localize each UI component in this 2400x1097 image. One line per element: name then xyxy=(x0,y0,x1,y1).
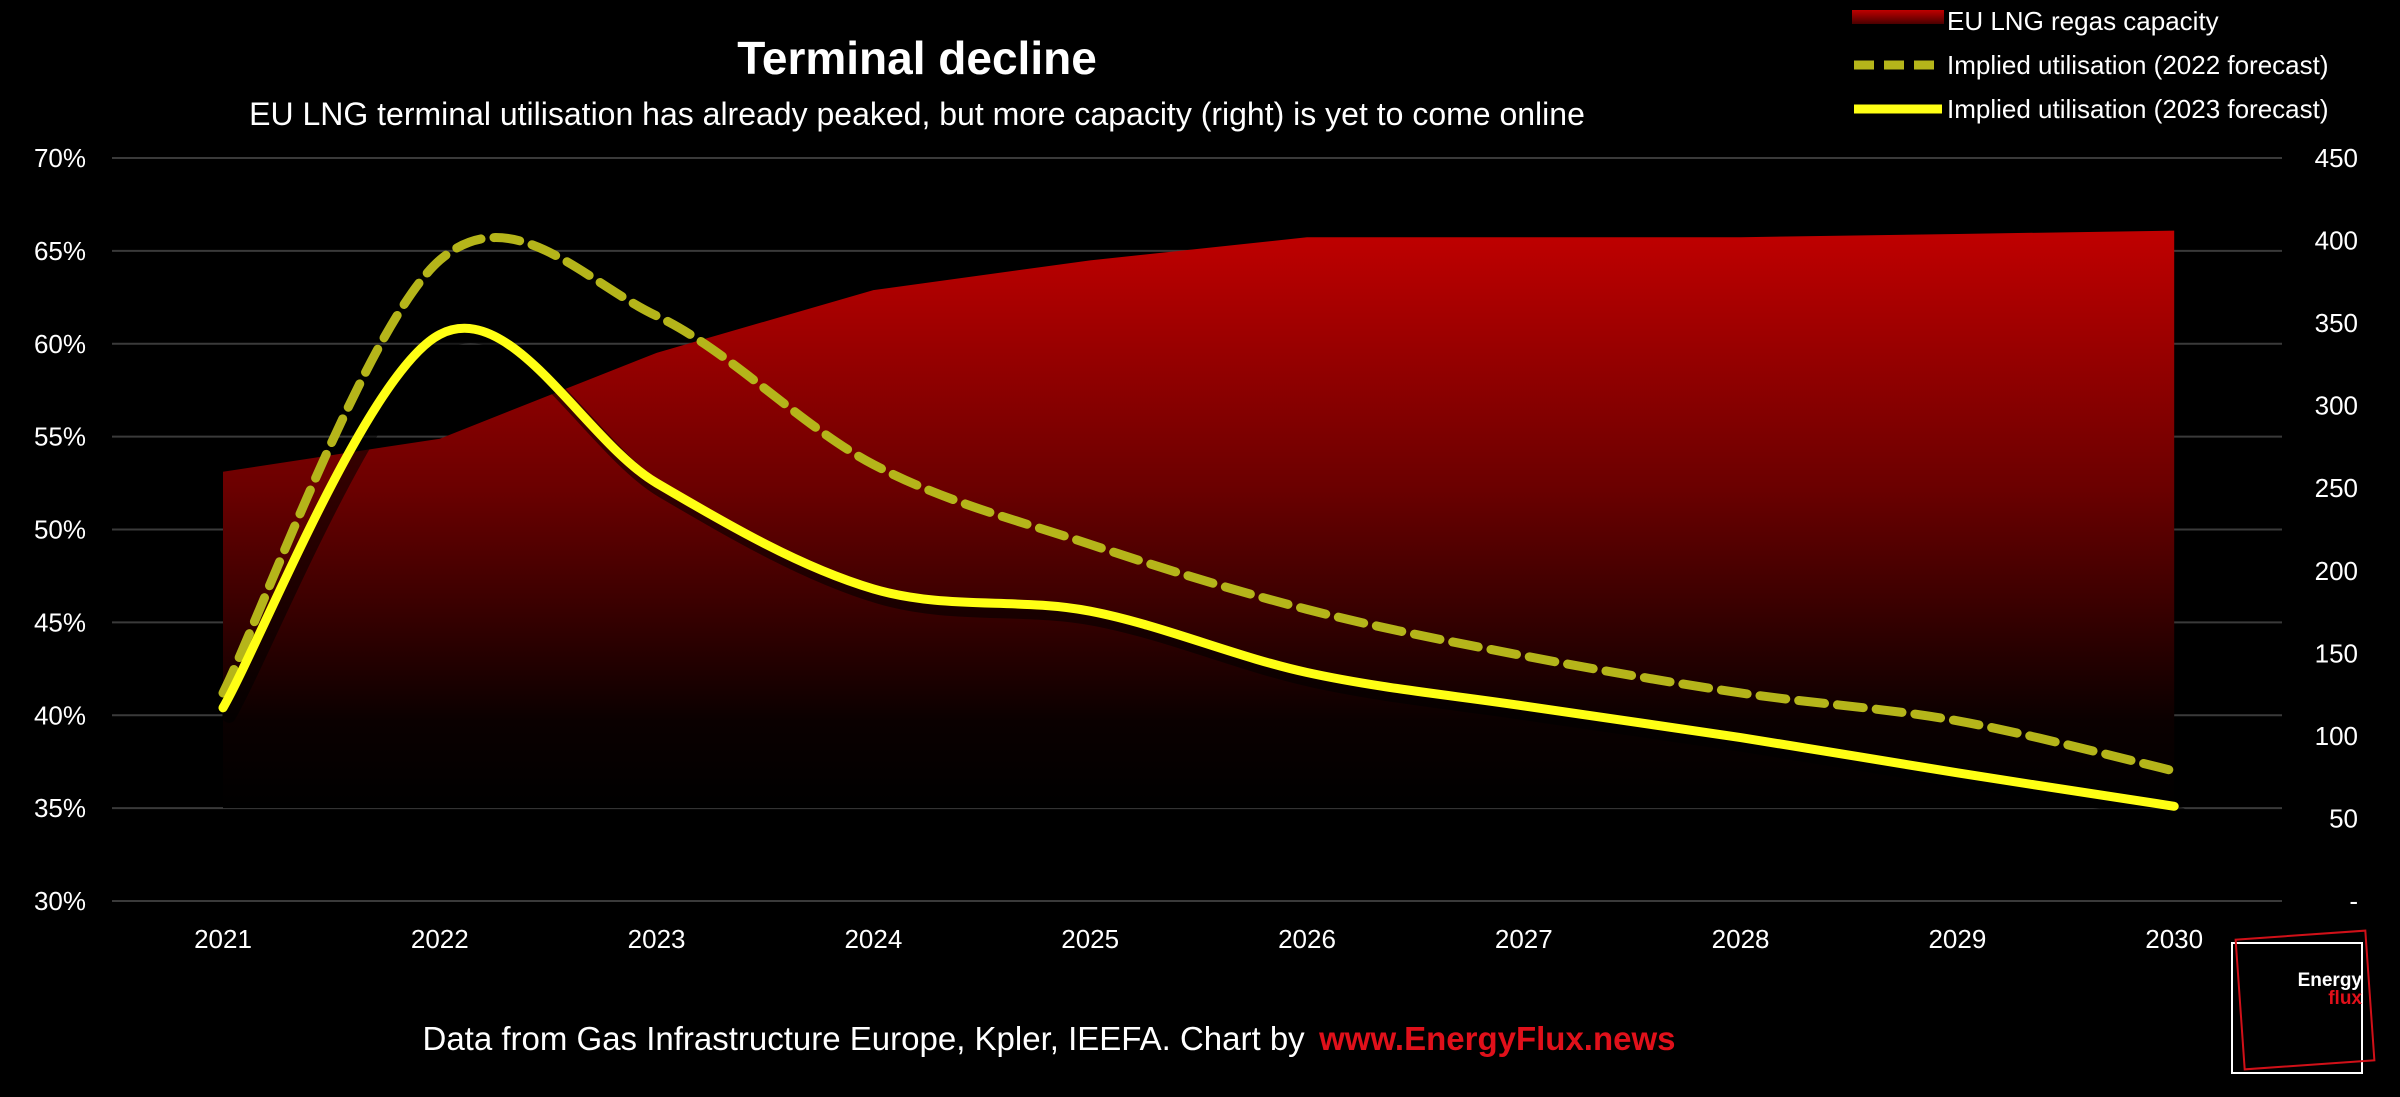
x-tick-label: 2027 xyxy=(1495,924,1553,954)
y-right-tick-label: 200 xyxy=(2315,556,2358,586)
y-left-tick-label: 40% xyxy=(34,700,86,730)
source-link[interactable]: www.EnergyFlux.news xyxy=(1318,1020,1675,1057)
y-right-tick-label: 250 xyxy=(2315,473,2358,503)
y-right-tick-label: 100 xyxy=(2315,721,2358,751)
x-tick-label: 2030 xyxy=(2145,924,2203,954)
line-2022-forecast xyxy=(218,233,2179,776)
y-left-tick-label: 35% xyxy=(34,793,86,823)
y-left-tick-label: 65% xyxy=(34,236,86,266)
y-right-tick-label: 150 xyxy=(2315,638,2358,668)
line-layer xyxy=(218,233,2188,822)
y-right-tick-label: - xyxy=(2349,886,2358,916)
line-2023-shadow xyxy=(222,329,2188,822)
line-2023-forecast xyxy=(218,323,2179,811)
x-tick-label: 2021 xyxy=(194,924,252,954)
y-left-tick-label: 30% xyxy=(34,886,86,916)
chart-title: Terminal decline xyxy=(737,32,1097,84)
y-left-tick-label: 70% xyxy=(34,143,86,173)
x-tick-label: 2029 xyxy=(1928,924,1986,954)
y-right-ticks: - 50 100 150 200 250 300 350 400 450 xyxy=(2315,143,2358,916)
legend-label-2022: Implied utilisation (2022 forecast) xyxy=(1947,50,2329,80)
source-text: Data from Gas Infrastructure Europe, Kpl… xyxy=(422,1020,1305,1057)
x-tick-label: 2026 xyxy=(1278,924,1336,954)
capacity-area-layer xyxy=(223,230,2175,809)
y-right-tick-label: 300 xyxy=(2315,391,2358,421)
legend-label-2023: Implied utilisation (2023 forecast) xyxy=(1947,94,2329,124)
x-tick-label: 2025 xyxy=(1061,924,1119,954)
energyflux-logo: Energy flux xyxy=(2231,929,2376,1074)
logo-line-2: flux xyxy=(2328,988,2362,1009)
y-right-tick-label: 400 xyxy=(2315,226,2358,256)
x-tick-label: 2028 xyxy=(1712,924,1770,954)
x-tick-label: 2023 xyxy=(628,924,686,954)
legend-swatch-capacity xyxy=(1852,10,1944,24)
capacity-area xyxy=(223,230,2175,809)
y-left-tick-label: 50% xyxy=(34,515,86,545)
logo-line-1: Energy xyxy=(2298,970,2363,991)
y-right-tick-label: 50 xyxy=(2329,803,2358,833)
legend-label-capacity: EU LNG regas capacity xyxy=(1947,6,2219,36)
y-left-tick-label: 55% xyxy=(34,422,86,452)
x-ticks: 2021 2022 2023 2024 2025 2026 2027 2028 2029 2030 xyxy=(194,924,2203,954)
y-left-tick-label: 60% xyxy=(34,329,86,359)
y-left-ticks: 30% 35% 40% 45% 50% 55% 60% 65% 70% xyxy=(34,143,86,916)
y-right-tick-label: 350 xyxy=(2315,308,2358,338)
chart-subtitle: EU LNG terminal utilisation has already … xyxy=(249,96,1585,132)
y-left-tick-label: 45% xyxy=(34,607,86,637)
source-note: Data from Gas Infrastructure Europe, Kpl… xyxy=(422,1020,1675,1057)
x-tick-label: 2022 xyxy=(411,924,469,954)
legend: EU LNG regas capacity Implied utilisatio… xyxy=(1852,6,2329,124)
y-right-tick-label: 450 xyxy=(2315,143,2358,173)
x-tick-label: 2024 xyxy=(844,924,902,954)
